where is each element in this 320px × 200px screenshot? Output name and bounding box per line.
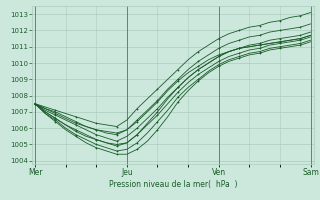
X-axis label: Pression niveau de la mer(  hPa  ): Pression niveau de la mer( hPa ) [108, 180, 237, 189]
